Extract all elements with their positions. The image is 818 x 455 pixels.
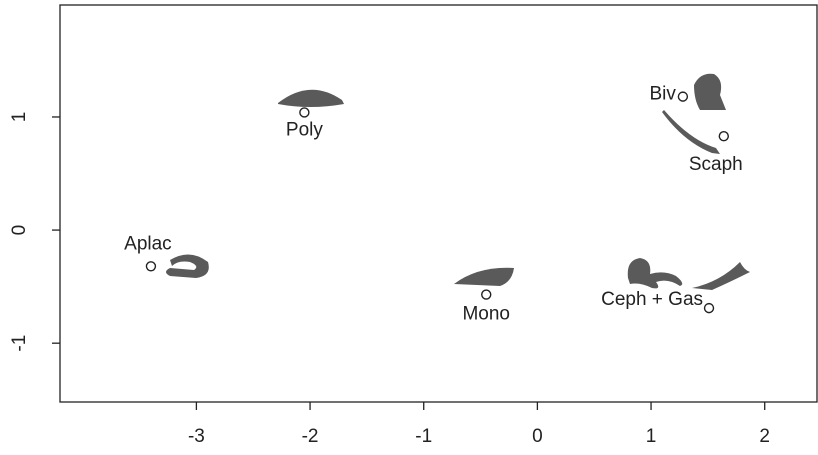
point [718,131,729,142]
point-label: Scaph [689,154,743,175]
x-tick-label: 1 [646,426,657,447]
scaphopod-icon [662,110,720,154]
point-label: Biv [649,84,676,105]
bivalve-icon [694,73,726,110]
point [145,261,157,272]
chiton-icon [278,89,344,107]
y-tick-label: 1 [9,112,30,123]
point [703,302,715,314]
plot-frame [59,4,818,403]
point [481,289,492,300]
point-label: Poly [286,119,323,140]
octopus-icon [627,258,683,289]
point [299,107,310,118]
monoplacophora-icon [454,267,514,286]
silhouettes [166,73,750,290]
x-tick-label: 2 [759,426,770,447]
x-tick-label: 0 [532,426,543,447]
point-label: Ceph + Gas [601,289,703,310]
x-tick-label: -1 [415,426,432,447]
y-tick-label: -1 [9,335,30,352]
y-tick-label: 0 [9,225,30,236]
gastropod-icon [692,262,750,290]
point-label: Aplac [124,233,172,254]
x-tick-label: -3 [188,426,205,447]
point [677,91,689,102]
aplacophora-icon [166,254,209,278]
x-tick-label: -2 [302,426,319,447]
point-label: Mono [462,304,510,325]
